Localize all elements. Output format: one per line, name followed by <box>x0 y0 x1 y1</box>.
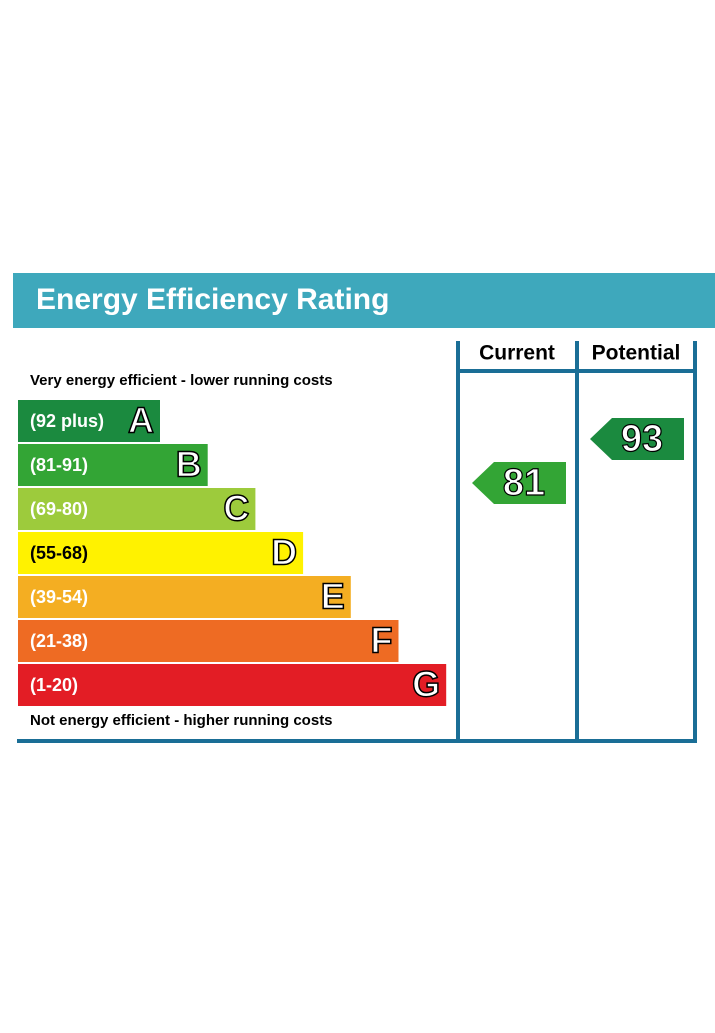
column-header: Current <box>479 342 555 365</box>
band-letter: A <box>128 400 154 441</box>
band <box>18 400 160 442</box>
bottom-note: Not energy efficient - higher running co… <box>30 712 333 729</box>
band <box>18 664 447 706</box>
title-bar <box>13 273 715 328</box>
frame <box>17 341 697 743</box>
band-letter: D <box>271 532 297 573</box>
band-range: (69-80) <box>30 499 88 519</box>
rating-arrow <box>472 462 566 504</box>
band-letter: F <box>371 620 393 661</box>
rating-value: 81 <box>503 462 545 504</box>
band-letter: B <box>176 444 202 485</box>
band-range: (92 plus) <box>30 411 104 431</box>
band-range: (1-20) <box>30 675 78 695</box>
band <box>18 620 399 662</box>
band <box>18 532 304 574</box>
band <box>18 444 208 486</box>
band-letter: G <box>412 664 440 705</box>
band-range: (21-38) <box>30 631 88 651</box>
band <box>18 488 256 530</box>
band-letter: E <box>321 576 345 617</box>
band-letter: C <box>223 488 249 529</box>
band-range: (55-68) <box>30 543 88 563</box>
band-range: (39-54) <box>30 587 88 607</box>
top-note: Very energy efficient - lower running co… <box>30 372 333 389</box>
rating-value: 93 <box>621 418 663 460</box>
band-range: (81-91) <box>30 455 88 475</box>
band <box>18 576 351 618</box>
rating-arrow <box>590 418 684 460</box>
column-header: Potential <box>592 342 681 365</box>
title: Energy Efficiency Rating <box>36 283 389 316</box>
